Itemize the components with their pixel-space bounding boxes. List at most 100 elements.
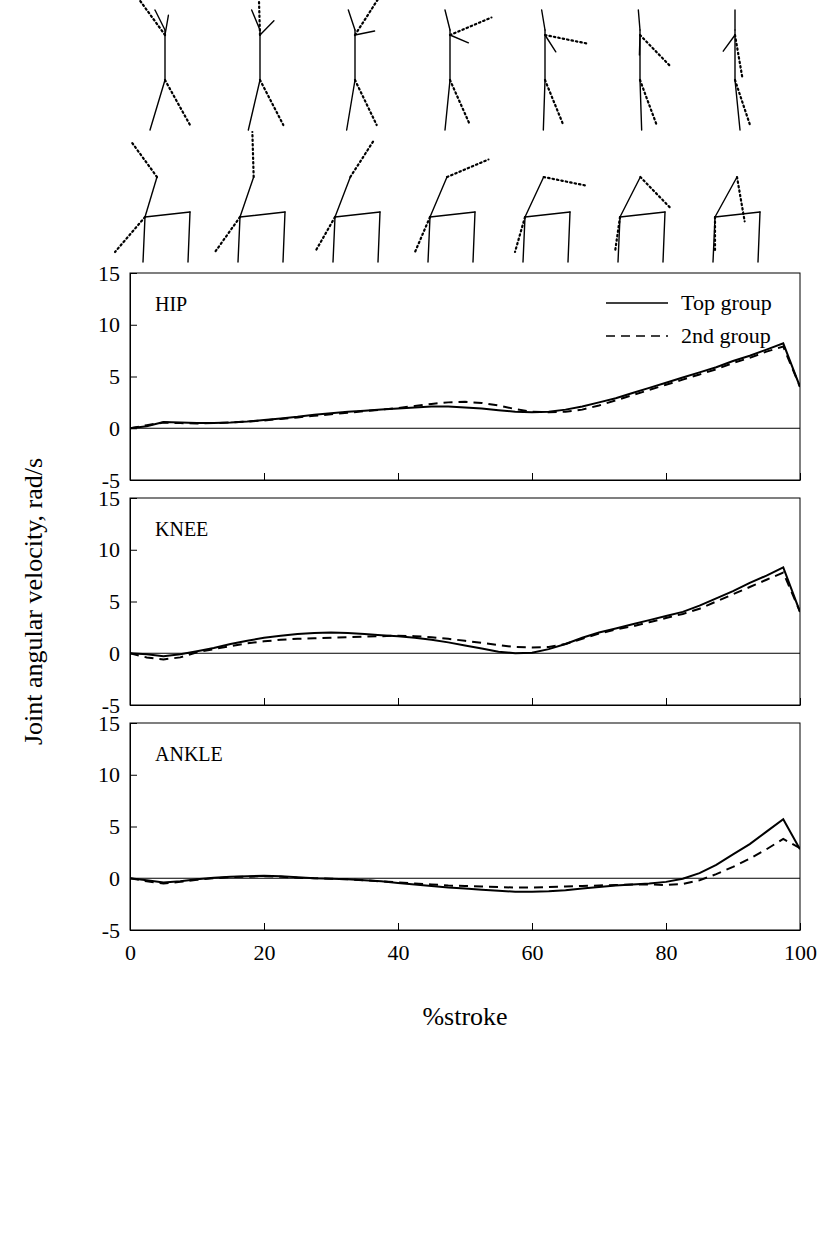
tick-mark <box>264 923 265 930</box>
stick-figures <box>115 0 760 262</box>
figure-limb <box>240 177 254 217</box>
figure-limb <box>355 0 379 35</box>
figure: -5051015HIPTop group2nd group-5051015KNE… <box>0 0 825 1253</box>
panel-title: KNEE <box>155 518 208 540</box>
tick <box>666 473 667 480</box>
figure-limb <box>544 30 545 80</box>
stick-figure <box>713 177 760 262</box>
legend-label: 2nd group <box>681 323 771 348</box>
figure-limb <box>640 80 642 130</box>
tick-mark <box>398 473 399 480</box>
figure-limb <box>445 10 450 30</box>
tick-label: 10 <box>98 762 120 787</box>
figure-limb <box>145 177 157 217</box>
tick: 5 <box>109 364 137 389</box>
x-axis-title: %stroke <box>422 1002 507 1031</box>
figure-limb <box>347 80 355 130</box>
tick: 10 <box>98 537 137 562</box>
figure-limb <box>543 80 545 130</box>
series-line <box>130 346 800 428</box>
figure-limb <box>445 80 450 130</box>
tick-label: 20 <box>254 940 276 965</box>
tick-label: 80 <box>656 940 678 965</box>
tick-label: 0 <box>109 416 120 441</box>
figure-limb <box>545 35 556 52</box>
figure-limb <box>715 177 737 217</box>
stick-figure <box>248 0 283 130</box>
tick-label: 15 <box>98 261 120 286</box>
figure-limb <box>430 177 447 217</box>
figure-limb <box>188 212 190 262</box>
tick-label: 0 <box>125 940 136 965</box>
tick-mark <box>130 827 137 828</box>
tick: 40 <box>388 923 410 965</box>
figure-limb <box>615 217 620 252</box>
tick <box>398 698 399 705</box>
figure-limb <box>165 15 168 35</box>
tick-mark <box>130 550 137 551</box>
tick-mark <box>666 698 667 705</box>
stick-figure <box>445 10 491 130</box>
stick-figure <box>615 177 672 262</box>
figure-limb <box>568 212 570 262</box>
figure-limb <box>620 177 640 217</box>
figure-limb <box>259 0 260 35</box>
panel: -5051015020406080100ANKLE <box>98 711 817 965</box>
figure-limb <box>350 139 374 177</box>
figure-limb <box>447 159 488 177</box>
tick-mark <box>130 325 137 326</box>
figure-limb <box>639 35 641 55</box>
plot-frame <box>130 723 800 930</box>
series-line <box>130 567 800 656</box>
stick-figure <box>115 141 190 262</box>
tick-label: 10 <box>98 312 120 337</box>
x-axis <box>131 473 801 481</box>
tick-label: 15 <box>98 486 120 511</box>
figure-limb <box>415 217 430 252</box>
figure-limb <box>734 10 735 30</box>
figure-limb <box>354 30 355 80</box>
tick-mark <box>398 698 399 705</box>
figure-limb <box>715 212 760 217</box>
series-line <box>130 819 800 891</box>
figure-limb <box>450 80 470 125</box>
figure-limb <box>240 212 285 217</box>
tick-mark <box>130 602 137 603</box>
lines <box>130 343 800 428</box>
figure-limb <box>215 217 240 252</box>
legend-label: Top group <box>681 290 772 315</box>
figure-limb <box>713 217 715 262</box>
figure-limb <box>428 217 430 262</box>
tick-label: 5 <box>109 814 120 839</box>
figure-limb <box>735 35 743 79</box>
tick: 60 <box>522 923 544 965</box>
tick-mark <box>666 923 667 930</box>
figure-limb <box>640 80 657 125</box>
panel-title: ANKLE <box>155 743 223 765</box>
figure-limb <box>378 212 380 262</box>
figure-limb <box>758 212 760 262</box>
series-line <box>130 839 800 888</box>
stick-figure <box>139 0 190 130</box>
plot-frame <box>130 498 800 705</box>
figure-limb <box>145 212 190 217</box>
x-axis: 020406080100 <box>125 923 817 965</box>
figure-limb <box>515 217 525 252</box>
figure-limb <box>545 35 589 44</box>
tick: 10 <box>98 762 137 787</box>
tick-label: 0 <box>109 641 120 666</box>
tick <box>532 473 533 480</box>
tick <box>532 698 533 705</box>
tick-mark <box>264 473 265 480</box>
figure-limb <box>252 132 253 177</box>
plot-frame <box>130 273 800 480</box>
figure-limb <box>143 217 145 262</box>
tick-mark <box>398 923 399 930</box>
figure-limb <box>639 30 640 80</box>
figure-limb <box>260 21 274 35</box>
figure-limb <box>335 177 350 217</box>
zero-line <box>130 878 800 879</box>
figure-limb <box>450 35 468 43</box>
figure-limb <box>335 212 380 217</box>
stick-figure <box>415 159 488 262</box>
